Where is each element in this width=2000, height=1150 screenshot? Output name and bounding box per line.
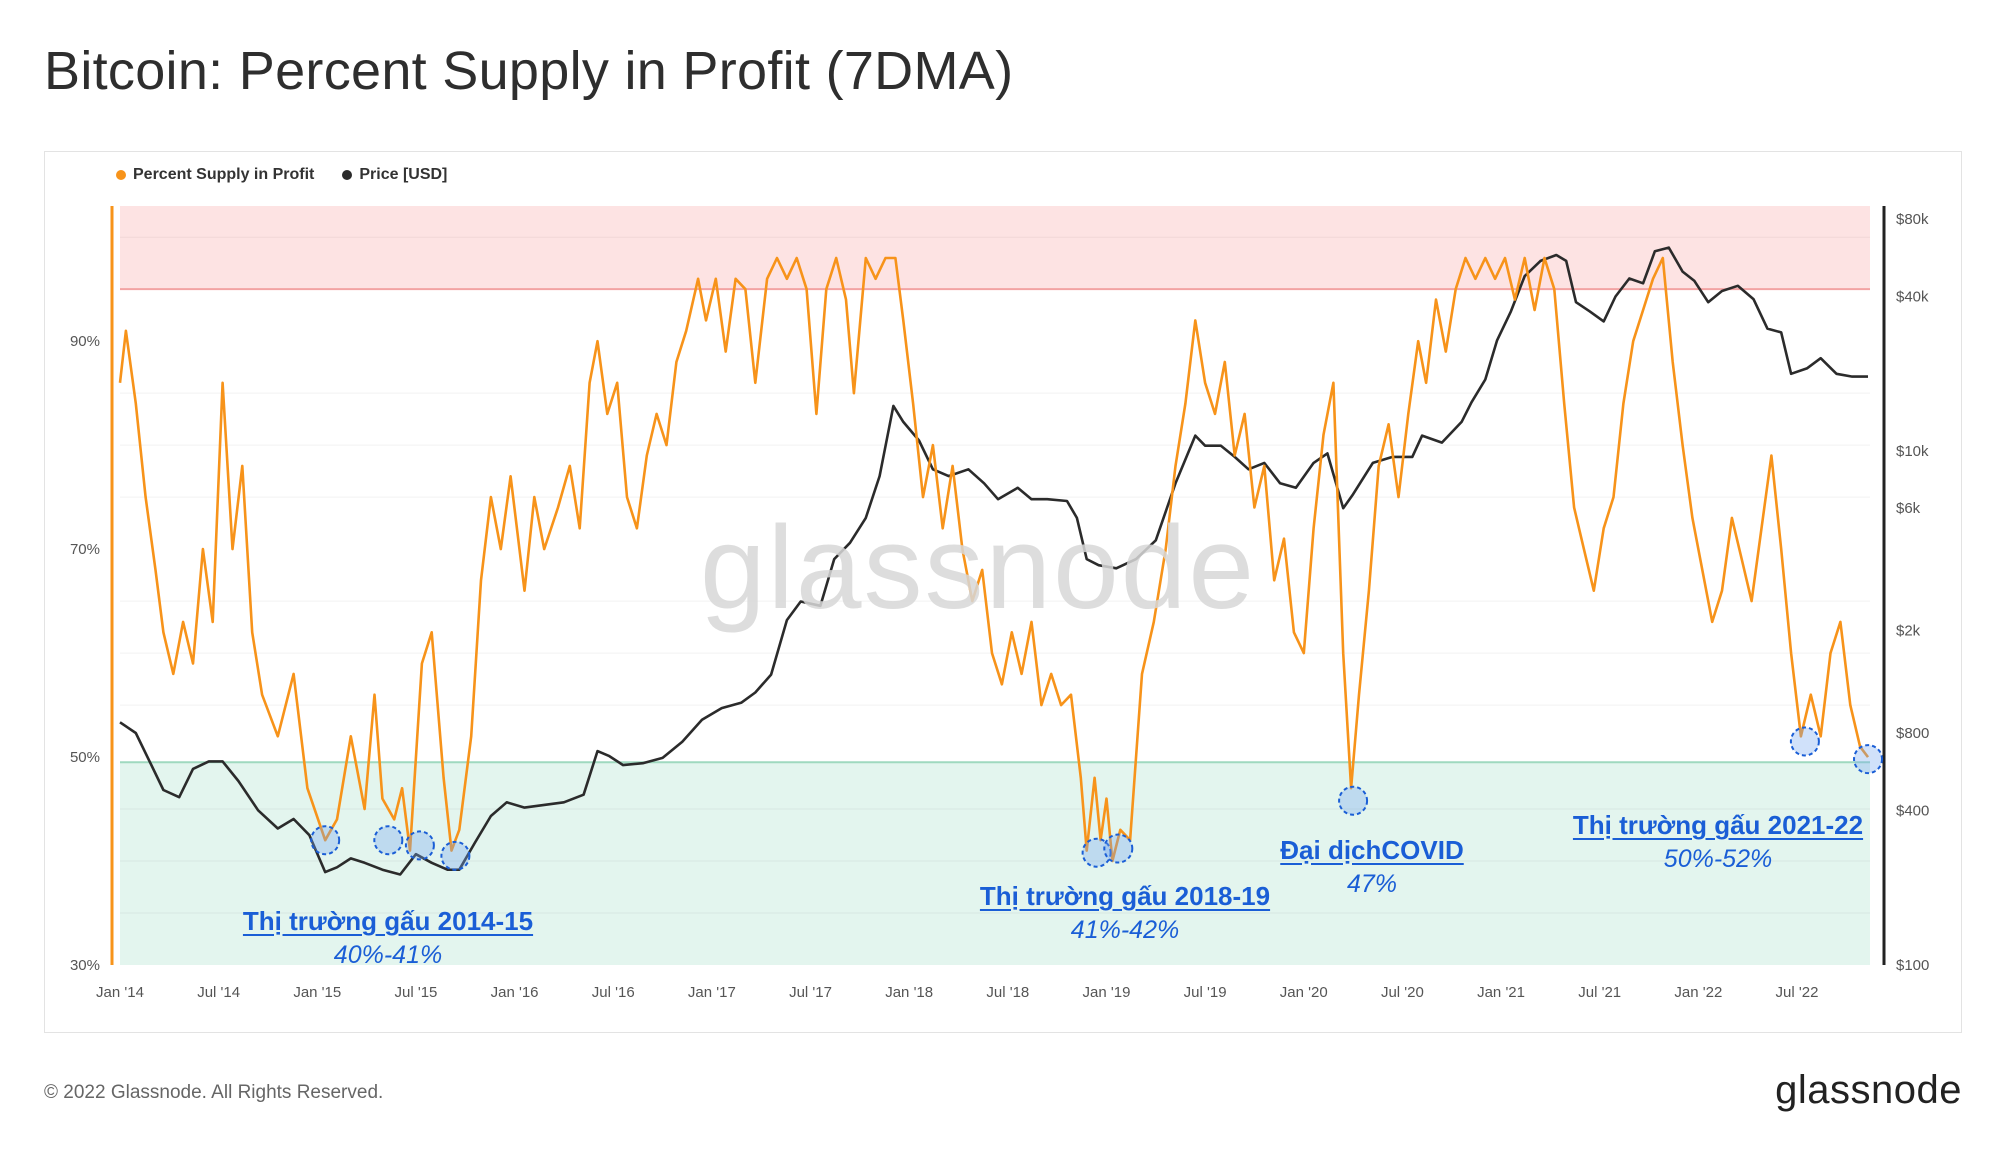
page-title: Bitcoin: Percent Supply in Profit (7DMA) (44, 41, 1014, 101)
bottom-marker (1338, 785, 1369, 816)
x-tick-label: Jul '21 (1578, 984, 1621, 1001)
x-tick-label: Jul '17 (789, 984, 832, 1001)
x-tick-label: Jul '14 (197, 984, 240, 1001)
supply-in-profit-line (118, 256, 1870, 863)
x-tick-label: Jan '16 (491, 984, 539, 1001)
annotation-value: 50%-52% (1663, 845, 1773, 873)
annotation-value: 47% (1346, 870, 1398, 898)
annotation-bear-2021-22: Thị trường gấu 2021-22 50%-52% (1573, 810, 1863, 874)
annotation-title: Thị trường gấu 2021-22 (1572, 810, 1864, 840)
annotation-bear-2018-19: Thị trường gấu 2018-19 41%-42% (980, 881, 1270, 945)
bottom-marker (1853, 744, 1884, 775)
y-left-tick-label: 90% (70, 333, 100, 350)
annotation-title: Thị trường gấu 2018-19 (979, 881, 1271, 911)
x-tick-label: Jan '21 (1477, 984, 1525, 1001)
price-line (119, 246, 1868, 876)
footer-copyright: © 2022 Glassnode. All Rights Reserved. (44, 1082, 384, 1103)
bottom-marker (1103, 833, 1134, 864)
chart-legend: Percent Supply in Profit Price [USD] (116, 166, 447, 184)
annotation-bear-2014-15: Thị trường gấu 2014-15 40%-41% (243, 906, 533, 970)
y-right-tick-label: $400 (1896, 802, 1929, 819)
x-tick-label: Jan '18 (885, 984, 933, 1001)
bottom-marker (404, 830, 435, 861)
y-right-tick-label: $6k (1896, 500, 1921, 517)
glassnode-logo: glassnode (1775, 1068, 1962, 1112)
x-tick-label: Jan '22 (1674, 984, 1722, 1001)
x-tick-label: Jul '20 (1381, 984, 1424, 1001)
x-tick-label: Jul '16 (592, 984, 635, 1001)
bottom-marker (1081, 837, 1112, 868)
upper-band (120, 206, 1870, 290)
x-tick-label: Jan '15 (293, 984, 341, 1001)
annotation-title: Đại dịchCOVID (1280, 835, 1464, 865)
y-right-tick-label: $800 (1896, 725, 1929, 742)
legend-label-price: Price [USD] (359, 166, 448, 183)
annotation-title: Thị trường gấu 2014-15 (242, 906, 534, 936)
bottom-marker (373, 825, 404, 856)
legend-dot-price (342, 170, 353, 180)
x-tick-label: Jan '17 (688, 984, 736, 1001)
y-right-tick-label: $100 (1896, 957, 1929, 974)
legend-label-supply: Percent Supply in Profit (133, 166, 315, 183)
y-right-tick-label: $2k (1896, 623, 1921, 640)
y-right-tick-label: $10k (1896, 443, 1929, 460)
x-tick-label: Jul '22 (1776, 984, 1819, 1001)
y-right-tick-label: $80k (1896, 211, 1929, 228)
y-left-tick-label: 30% (70, 957, 100, 974)
legend-item-price[interactable]: Price [USD] (342, 166, 447, 184)
y-right-tick-label: $40k (1896, 288, 1929, 305)
x-tick-label: Jan '14 (96, 984, 144, 1001)
x-tick-label: Jul '18 (986, 984, 1029, 1001)
legend-dot-supply (116, 170, 126, 180)
x-tick-label: Jan '19 (1083, 984, 1131, 1001)
annotation-covid: Đại dịchCOVID 47% (1280, 835, 1463, 899)
annotation-value: 40%-41% (333, 941, 443, 969)
watermark: glassnode (700, 502, 1256, 634)
x-tick-label: Jan '20 (1280, 984, 1328, 1001)
y-left-tick-label: 70% (70, 541, 100, 558)
x-tick-label: Jul '19 (1184, 984, 1227, 1001)
annotation-value: 41%-42% (1070, 916, 1180, 944)
y-left-tick-label: 50% (70, 749, 100, 766)
bottom-marker (310, 825, 341, 856)
lower-band (120, 762, 1870, 965)
bottom-marker (1789, 726, 1820, 757)
x-tick-label: Jul '15 (394, 984, 437, 1001)
legend-item-supply[interactable]: Percent Supply in Profit (116, 166, 314, 184)
bottom-marker (440, 840, 471, 871)
